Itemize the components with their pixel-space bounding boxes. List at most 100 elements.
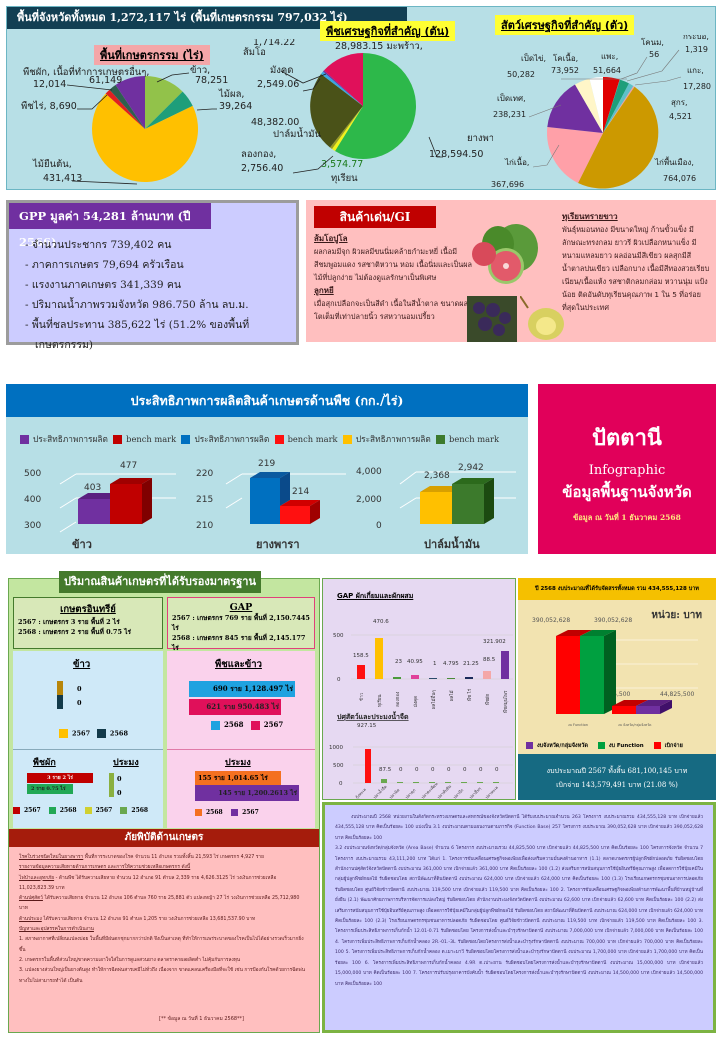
- svg-text:แกะ,: แกะ,: [687, 66, 704, 75]
- svg-text:2,942: 2,942: [458, 463, 484, 473]
- svg-text:ลองกอง: ลองกอง: [396, 692, 401, 707]
- land-use-panel: พื้นที่จังหวัดทั้งหมด 1,272,117 ไร่ (พื้…: [6, 6, 716, 190]
- budget-panel: ปี 2568 งบประมาณที่ได้รับจัดสรรทั้งหมด ร…: [518, 578, 716, 800]
- svg-text:โคเนื้อ,: โคเนื้อ,: [553, 52, 578, 63]
- svg-text:214: 214: [292, 487, 309, 497]
- svg-text:128,594.50: 128,594.50: [429, 149, 483, 160]
- households-stat: - ภาคการเกษตร 79,694 ครัวเรือน: [25, 259, 184, 271]
- svg-text:367,696: 367,696: [491, 180, 524, 189]
- gpp-title: GPP มูลค่า 54,281 ล้านบาท (ปี 2566): [9, 203, 211, 249]
- budget-summary: งบประมาณปี 2567 ทั้งสิ้น 681,100,145 บาท…: [518, 754, 716, 800]
- organic-box: เกษตรอินทรีย์ 2567 : เกษตรกร 3 ราย พื้นท…: [13, 597, 163, 649]
- cap-chart-title: GAP ผักเกี่ยมและผักผสม: [337, 592, 414, 600]
- svg-text:กุ้งทะเล: กุ้งทะเล: [354, 787, 368, 801]
- rubber-label: ยางพารา,: [467, 133, 493, 144]
- svg-text:ปลานิล: ปลานิล: [388, 787, 401, 800]
- svg-text:พืชสมุนไพร: พืชสมุนไพร: [502, 690, 509, 713]
- labor-stat: - แรงงานภาคเกษตร 341,339 คน: [25, 279, 182, 291]
- svg-text:21.25: 21.25: [463, 661, 479, 667]
- fishery-chart-title: ปศุสัตว์และประมงน้ำจืด: [337, 710, 409, 721]
- pie-label-rice: ข้าว,: [190, 65, 210, 76]
- svg-text:215: 215: [196, 495, 213, 505]
- svg-text:2,549.06: 2,549.06: [257, 79, 299, 90]
- svg-text:238,231: 238,231: [493, 110, 526, 119]
- svg-text:403: 403: [84, 483, 101, 493]
- svg-text:แพะ,: แพะ,: [601, 52, 618, 61]
- svg-text:กระบือ,: กระบือ,: [683, 35, 709, 41]
- svg-text:ไม้ผล,: ไม้ผล,: [218, 88, 244, 100]
- svg-text:0: 0: [376, 521, 382, 531]
- svg-text:0: 0: [399, 767, 403, 773]
- productivity-bar-charts: 500 400 300 403 477 ข้าว 220 215 210 219 214 ย…: [24, 459, 516, 551]
- svg-text:งบ จังหวัด/กลุ่มจังหวัด: งบ จังหวัด/กลุ่มจังหวัด: [618, 723, 651, 728]
- standards-title: ปริมาณสินค้าเกษตรที่ได้รับรองมาตรฐาน: [59, 571, 261, 593]
- svg-text:500: 500: [333, 633, 344, 639]
- gap-fish-2567-bar: 145 ราย 1,200.2613 ไร่: [195, 785, 299, 801]
- svg-text:ทุเรียน: ทุเรียน: [377, 694, 383, 707]
- svg-text:17,280: 17,280: [683, 82, 711, 91]
- budget-title: ปี 2568 งบประมาณที่ได้รับจัดสรรทั้งหมด ร…: [518, 578, 716, 600]
- durian-description: ทุเรียนทรายขาว พันธุ์หมอนทอง มีขนาดใหญ่ …: [562, 212, 710, 312]
- svg-text:เป็ดไข่,: เป็ดไข่,: [521, 53, 546, 63]
- svg-text:ข้าว: ข้าว: [359, 692, 365, 701]
- svg-text:พืชผัก, เนื้อที่ทำการเกษตรอื่น: พืชผัก, เนื้อที่ทำการเกษตรอื่นๆ,: [23, 65, 149, 78]
- svg-text:1: 1: [433, 661, 437, 667]
- svg-text:51,664: 51,664: [593, 66, 621, 75]
- svg-text:44,825,500: 44,825,500: [660, 691, 695, 698]
- svg-text:400: 400: [24, 495, 41, 505]
- irrigation-stat: - พื้นที่ชลประทาน 385,622 ไร่ (51.2% ของ…: [25, 319, 250, 331]
- svg-text:0: 0: [431, 767, 435, 773]
- gi-products-panel: สินค้าเด่น/GI ส้มโอปูโล ผลกลมมีจุก ผิวผล…: [306, 200, 716, 342]
- svg-text:3,574.77: 3,574.77: [321, 159, 363, 170]
- svg-text:73,952: 73,952: [551, 66, 579, 75]
- budget-bar-chart: 390,052,628 390,052,628 44,825,500 44,82…: [532, 617, 698, 728]
- svg-text:390,052,628: 390,052,628: [594, 617, 632, 624]
- agri-area-pie-chart: ข้าว,78,251 ไม้ผล,39,264 ไม้ยืนต้น, 431,4…: [21, 65, 252, 185]
- population-stat: - จำนวนประชากร 739,402 คน: [25, 239, 172, 251]
- svg-text:0: 0: [463, 767, 467, 773]
- svg-text:477: 477: [120, 461, 137, 471]
- water-stat: - ปริมาณน้ำภาพรวมจังหวัด 986.750 ล้าน ลบ…: [25, 299, 249, 311]
- svg-text:ทุเรียน: ทุเรียน: [331, 172, 358, 184]
- svg-text:78,251: 78,251: [195, 75, 228, 86]
- svg-text:โคนม,: โคนม,: [641, 37, 664, 47]
- rubber-category: ยางพารา: [256, 538, 300, 551]
- disaster-source: [** ข้อมูล ณ วันที่ 1 ธันวาคม 2568**]: [159, 1016, 245, 1022]
- svg-text:ลองกอง,: ลองกอง,: [241, 149, 276, 160]
- svg-text:ปลาบึก: ปลาบึก: [452, 787, 465, 800]
- svg-text:พืชไร่, 8,690: พืชไร่, 8,690: [21, 100, 77, 112]
- svg-text:1,714.22: 1,714.22: [253, 39, 295, 48]
- pomelo-image: [472, 224, 538, 284]
- livestock-pie-chart: เป็ดไข่, 50,282 โคเนื้อ, 73,952 แพะ, 51,664…: [491, 35, 711, 189]
- svg-text:1,319: 1,319: [685, 45, 708, 54]
- svg-text:87.5: 87.5: [379, 767, 392, 773]
- svg-text:300: 300: [24, 521, 41, 531]
- svg-text:764,076: 764,076: [663, 174, 696, 183]
- longkong-image: [467, 296, 517, 342]
- svg-text:0: 0: [337, 677, 341, 683]
- svg-text:0: 0: [415, 767, 419, 773]
- svg-text:ปลาดุก: ปลาดุก: [404, 787, 417, 800]
- svg-text:23: 23: [395, 659, 402, 665]
- svg-text:สุกร,: สุกร,: [671, 98, 688, 107]
- svg-text:210: 210: [196, 521, 213, 531]
- data-date: ข้อมูล ณ วันที่ 1 ธันวาคม 2568: [573, 513, 681, 522]
- gap-fish-2568-bar: 155 ราย 1,014.65 ไร่: [195, 771, 281, 785]
- agri-area-chart-title: พื้นที่เกษตรกรรม (ไร่): [94, 45, 210, 65]
- productivity-panel: ประสิทธิภาพการผลิตสินค้าเกษตรด้านพืช (กก…: [6, 384, 528, 554]
- svg-text:มังคุด: มังคุด: [270, 65, 293, 76]
- svg-text:4,521: 4,521: [669, 112, 692, 121]
- svg-text:88.5: 88.5: [483, 657, 496, 663]
- svg-text:40.95: 40.95: [407, 659, 423, 665]
- disaster-panel: ภัยพิบัติด้านเกษตร โรคใบร่วงชนิดใหม่ในยา…: [9, 829, 319, 1032]
- svg-text:500: 500: [333, 763, 344, 769]
- svg-text:พืชผัก: พืชผัก: [484, 693, 491, 705]
- svg-text:ปาล์มน้ำมัน: ปาล์มน้ำมัน: [273, 127, 322, 140]
- svg-text:เป็ดเทศ,: เป็ดเทศ,: [497, 93, 526, 103]
- svg-text:ไก่เนื้อ,: ไก่เนื้อ,: [504, 156, 529, 167]
- budget-legend: งบจังหวัด/กลุ่มจังหวัด งบ Function เบิกจ…: [526, 742, 683, 750]
- svg-text:0: 0: [447, 767, 451, 773]
- svg-text:ส้มโอ: ส้มโอ: [243, 46, 266, 58]
- svg-text:61,149: 61,149: [89, 75, 122, 86]
- svg-text:470.6: 470.6: [373, 619, 389, 625]
